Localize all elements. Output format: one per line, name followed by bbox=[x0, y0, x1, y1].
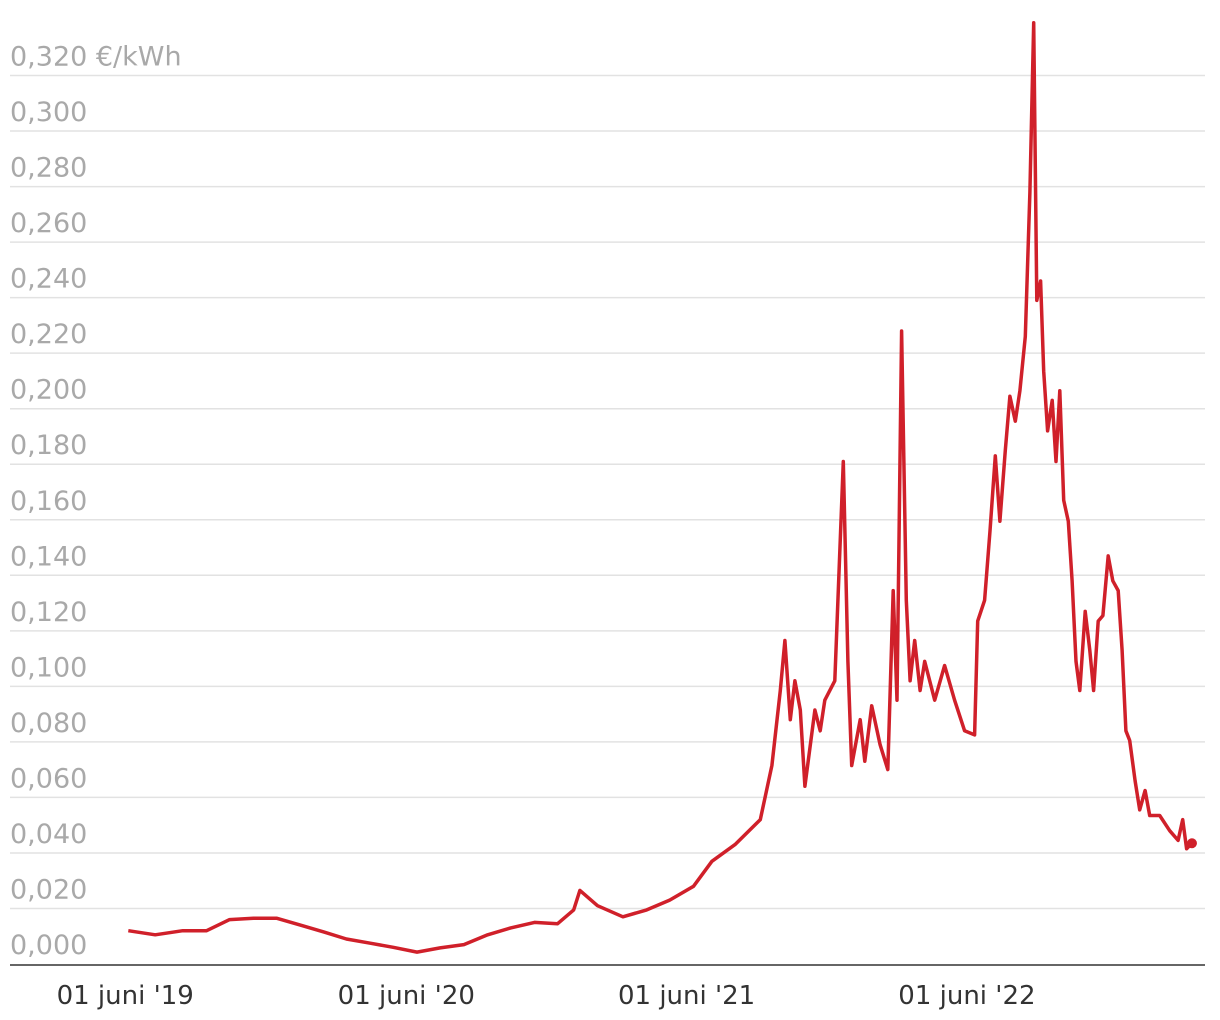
y-tick-label: 0,120 bbox=[10, 597, 87, 628]
y-tick-label: 0,040 bbox=[10, 819, 87, 850]
y-tick-label: 0,160 bbox=[10, 486, 87, 517]
y-tick-label: 0,180 bbox=[10, 430, 87, 461]
price-line bbox=[128, 21, 1194, 954]
y-tick-label: 0,200 bbox=[10, 375, 87, 406]
y-tick-label: 0,100 bbox=[10, 652, 87, 683]
end-dot bbox=[1186, 838, 1197, 849]
y-tick-label: 0,060 bbox=[10, 763, 87, 794]
y-tick-label: 0,140 bbox=[10, 541, 87, 572]
y-tick-label: 0,220 bbox=[10, 319, 87, 350]
y-tick-label: 0,000 bbox=[10, 930, 87, 961]
x-tick-label: 01 juni '21 bbox=[618, 981, 755, 1011]
y-tick-label: 0,300 bbox=[10, 97, 87, 128]
x-tick-label: 01 juni '20 bbox=[338, 981, 475, 1011]
y-tick-label: 0,020 bbox=[10, 874, 87, 905]
y-tick-label: 0,260 bbox=[10, 208, 87, 239]
y-tick-label: 0,240 bbox=[10, 264, 87, 295]
y-tick-label: 0,080 bbox=[10, 708, 87, 739]
x-tick-label: 01 juni '22 bbox=[898, 981, 1035, 1011]
x-tick-label: 01 juni '19 bbox=[57, 981, 194, 1011]
y-tick-label: 0,320 €/kWh bbox=[10, 42, 182, 73]
y-tick-label: 0,280 bbox=[10, 153, 87, 184]
